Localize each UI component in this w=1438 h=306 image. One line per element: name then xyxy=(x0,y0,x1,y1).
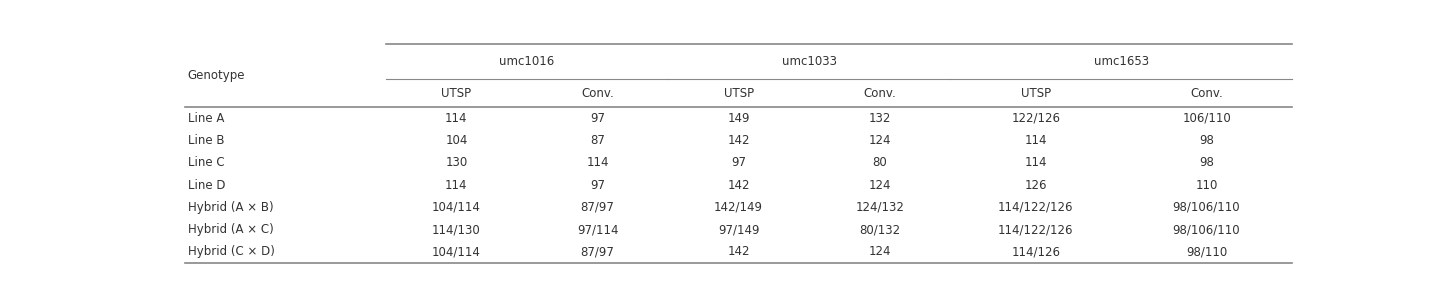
Text: 124: 124 xyxy=(869,134,892,147)
Text: 97: 97 xyxy=(731,156,746,170)
Text: 124: 124 xyxy=(869,179,892,192)
Text: Genotype: Genotype xyxy=(187,69,244,82)
Text: UTSP: UTSP xyxy=(441,87,472,99)
Text: 114: 114 xyxy=(1024,134,1047,147)
Text: 97: 97 xyxy=(590,179,605,192)
Text: 114: 114 xyxy=(446,179,467,192)
Text: UTSP: UTSP xyxy=(1021,87,1051,99)
Text: umc1016: umc1016 xyxy=(499,55,555,68)
Text: Conv.: Conv. xyxy=(581,87,614,99)
Text: 104/114: 104/114 xyxy=(431,245,480,258)
Text: Line A: Line A xyxy=(187,112,224,125)
Text: 132: 132 xyxy=(869,112,892,125)
Text: 124/132: 124/132 xyxy=(856,201,905,214)
Text: Hybrid (C × D): Hybrid (C × D) xyxy=(187,245,275,258)
Text: 124: 124 xyxy=(869,245,892,258)
Text: 98/106/110: 98/106/110 xyxy=(1173,201,1241,214)
Text: 104/114: 104/114 xyxy=(431,201,480,214)
Text: 97/114: 97/114 xyxy=(577,223,618,236)
Text: 114/122/126: 114/122/126 xyxy=(998,223,1074,236)
Text: 98/106/110: 98/106/110 xyxy=(1173,223,1241,236)
Text: 97: 97 xyxy=(590,112,605,125)
Text: 142: 142 xyxy=(728,179,749,192)
Text: 98: 98 xyxy=(1199,134,1214,147)
Text: 104: 104 xyxy=(446,134,467,147)
Text: umc1033: umc1033 xyxy=(782,55,837,68)
Text: 122/126: 122/126 xyxy=(1011,112,1060,125)
Text: 130: 130 xyxy=(446,156,467,170)
Text: 142/149: 142/149 xyxy=(715,201,764,214)
Text: 142: 142 xyxy=(728,134,749,147)
Text: Conv.: Conv. xyxy=(863,87,896,99)
Text: 87/97: 87/97 xyxy=(581,201,614,214)
Text: 114: 114 xyxy=(446,112,467,125)
Text: 98: 98 xyxy=(1199,156,1214,170)
Text: 87/97: 87/97 xyxy=(581,245,614,258)
Text: 80: 80 xyxy=(873,156,887,170)
Text: Hybrid (A × B): Hybrid (A × B) xyxy=(187,201,273,214)
Text: 149: 149 xyxy=(728,112,749,125)
Text: Hybrid (A × C): Hybrid (A × C) xyxy=(187,223,273,236)
Text: 114/130: 114/130 xyxy=(431,223,480,236)
Text: 110: 110 xyxy=(1195,179,1218,192)
Text: 142: 142 xyxy=(728,245,749,258)
Text: 80/132: 80/132 xyxy=(858,223,900,236)
Text: 114: 114 xyxy=(587,156,608,170)
Text: 114: 114 xyxy=(1024,156,1047,170)
Text: umc1653: umc1653 xyxy=(1093,55,1149,68)
Text: Line B: Line B xyxy=(187,134,224,147)
Text: 106/110: 106/110 xyxy=(1182,112,1231,125)
Text: Line C: Line C xyxy=(187,156,224,170)
Text: 98/110: 98/110 xyxy=(1186,245,1227,258)
Text: 97/149: 97/149 xyxy=(718,223,759,236)
Text: Line D: Line D xyxy=(187,179,226,192)
Text: 114/122/126: 114/122/126 xyxy=(998,201,1074,214)
Text: 126: 126 xyxy=(1024,179,1047,192)
Text: 87: 87 xyxy=(590,134,605,147)
Text: 114/126: 114/126 xyxy=(1011,245,1060,258)
Text: Conv.: Conv. xyxy=(1191,87,1222,99)
Text: UTSP: UTSP xyxy=(723,87,754,99)
